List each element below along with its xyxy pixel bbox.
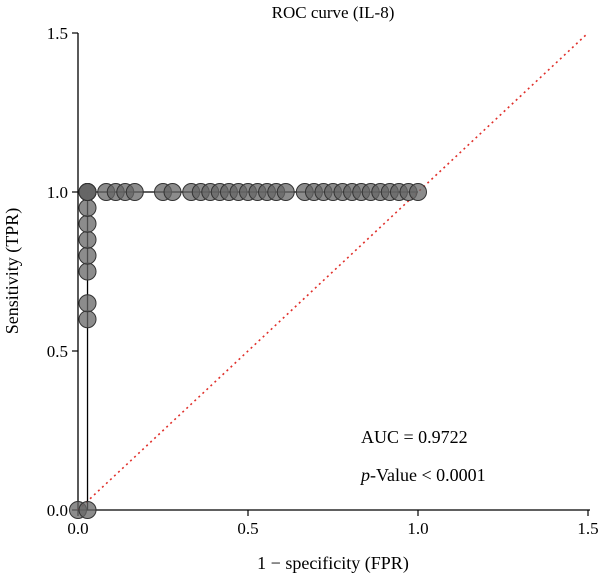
y-tick-label: 0.0 [47,501,68,520]
data-point [78,198,97,217]
auc-annotation: AUC = 0.9722 [361,427,468,447]
p-value-annotation: p-Value < 0.0001 [359,465,486,485]
data-point [409,183,427,201]
data-point [78,183,97,201]
y-axis-label: Sensitivity (TPR) [2,208,23,335]
x-axis-label: 1 − specificity (FPR) [257,553,409,574]
data-points [69,183,427,519]
chart-title: ROC curve (IL-8) [272,3,395,22]
y-ticks: 0.0 0.5 1.0 1.5 [47,24,78,520]
data-point [78,294,97,313]
data-point [78,246,97,265]
x-tick-label: 0.0 [67,519,88,538]
x-tick-label: 1.5 [577,519,598,538]
reference-diagonal-line [77,32,589,511]
x-ticks: 0.0 0.5 1.0 1.5 [67,510,599,538]
y-tick-label: 0.5 [47,342,68,361]
x-tick-label: 0.5 [237,519,258,538]
data-point [125,183,144,201]
data-point [78,310,97,329]
p-value-italic: p [359,465,370,485]
data-point [276,183,295,201]
data-point [78,230,97,249]
data-point [78,501,97,519]
data-point [163,183,182,201]
data-point [78,262,97,281]
x-tick-label: 1.0 [407,519,428,538]
p-value-text: -Value < 0.0001 [370,465,486,485]
y-tick-label: 1.5 [47,24,68,43]
y-tick-label: 1.0 [47,183,68,202]
data-point [78,214,97,233]
